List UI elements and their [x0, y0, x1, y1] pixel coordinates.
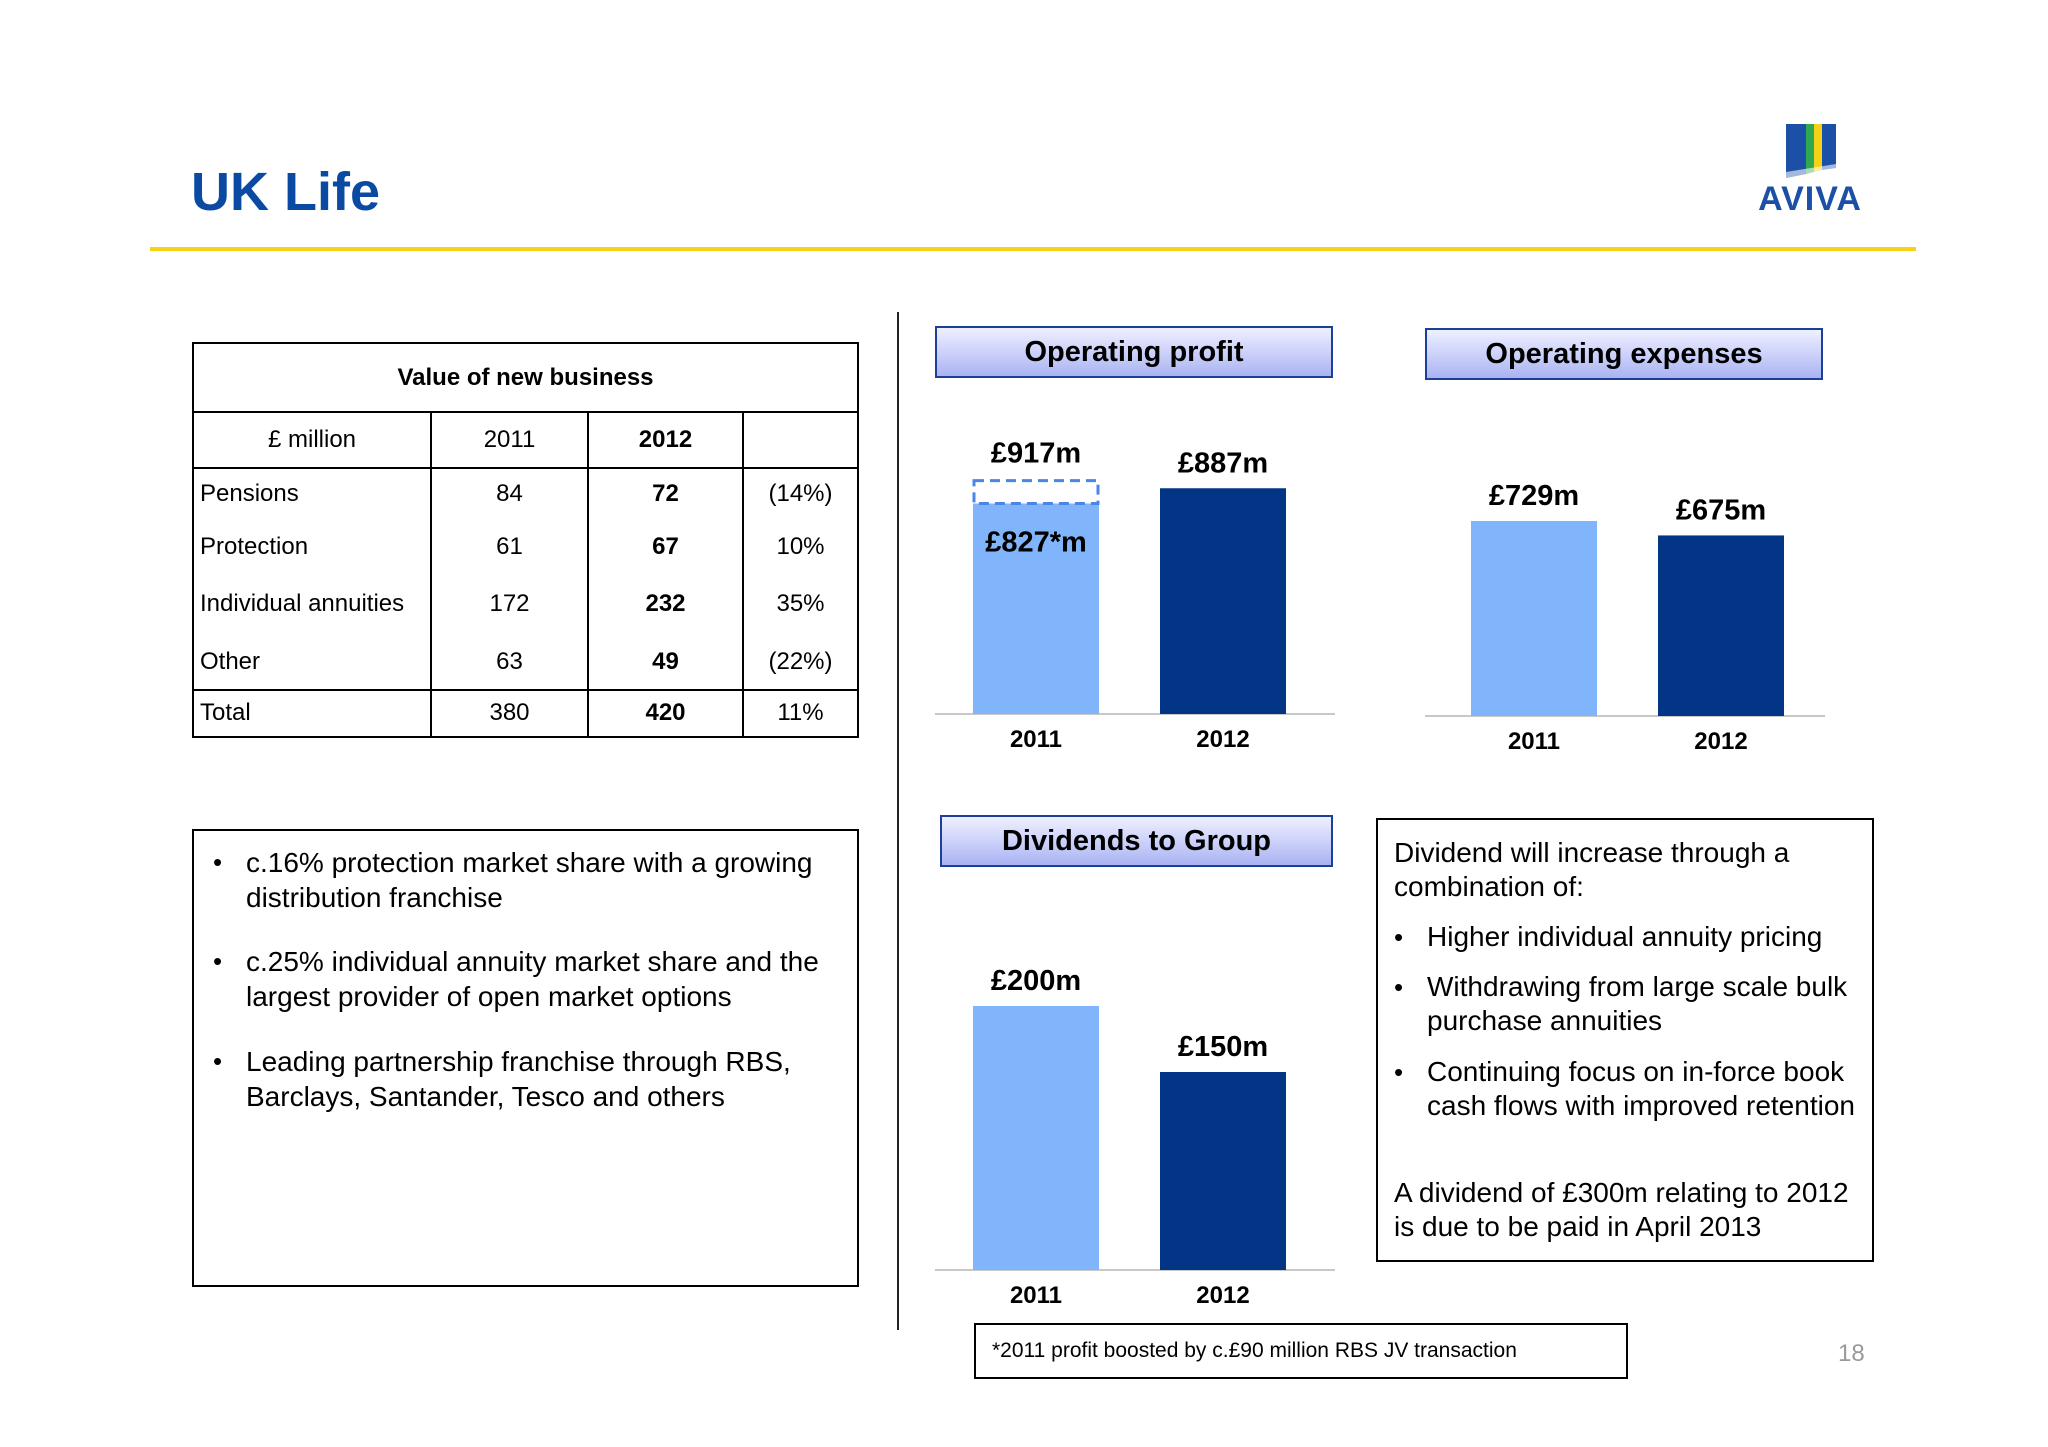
bullet-icon: • [1394, 922, 1404, 952]
dashed-bar-segment [972, 479, 1100, 506]
dividend-closing: A dividend of £300m relating to 2012 is … [1394, 1177, 1849, 1242]
data-label: £675m [1676, 494, 1766, 526]
x-tick-label: 2011 [1508, 728, 1560, 755]
x-tick-label: 2012 [1196, 1282, 1249, 1309]
row-change: (14%) [768, 480, 833, 507]
total-label: Total [200, 699, 251, 726]
highlight-item: • c.16% protection market share with a g… [213, 847, 813, 913]
row-value-2012: 72 [652, 480, 679, 507]
data-label: £917m [991, 438, 1081, 470]
row-value-2012: 232 [645, 590, 686, 617]
operating-profit-chart: £827*m £917m 2011 £887m 2012 [935, 438, 1335, 753]
row-value-2012: 49 [652, 648, 679, 675]
vnb-table: Value of new business £ million 2011 201… [192, 342, 859, 738]
column-header: 2011 [483, 426, 536, 453]
x-tick-label: 2012 [1694, 728, 1747, 755]
bar-2011 [1471, 520, 1597, 716]
bar-2011 [973, 1006, 1099, 1270]
highlights-box: • c.16% protection market share with a g… [192, 829, 859, 1287]
row-label: Other [200, 648, 261, 675]
row-value-2011: 61 [496, 533, 523, 560]
operating-expenses-chart: £729m 2011 £675m 2012 [1425, 480, 1825, 755]
bar-2012 [1658, 535, 1784, 716]
x-tick-label: 2011 [1010, 726, 1062, 753]
total-change: 11% [777, 699, 824, 726]
bullet-icon: • [1394, 972, 1404, 1002]
dividends-chart: £200m 2011 £150m 2012 [935, 965, 1335, 1309]
row-label: Protection [200, 533, 309, 560]
bar-2011 [973, 503, 1099, 714]
footnote: *2011 profit boosted by c.£90 million RB… [974, 1323, 1628, 1379]
bullet-icon: • [213, 946, 223, 976]
total-value-2012: 420 [645, 699, 686, 726]
dividend-bullet: • Withdrawing from large scale bulk purc… [1394, 971, 1848, 1036]
row-label: Individual annuities [200, 590, 405, 617]
dividend-intro: Dividend will increase through a combina… [1394, 837, 1790, 902]
annotation-label: £827*m [985, 527, 1087, 559]
dividend-bullet: • Higher individual annuity pricing [1394, 921, 1823, 952]
vnb-table-title: Value of new business [397, 364, 654, 391]
row-value-2012: 67 [652, 533, 679, 560]
bar-2012 [1160, 488, 1286, 714]
highlight-item: • Leading partnership franchise through … [213, 1046, 791, 1112]
column-header: £ million [267, 426, 357, 453]
dividend-bullet: • Continuing focus on in-force book cash… [1394, 1056, 1855, 1121]
data-label: £200m [991, 965, 1081, 997]
page-title: UK Life [191, 162, 380, 222]
dividend-explanation-box: Dividend will increase through a combina… [1376, 818, 1874, 1262]
row-value-2011: 84 [496, 480, 523, 507]
row-change: (22%) [768, 648, 833, 675]
chart-header-dividends: Dividends to Group [940, 815, 1333, 867]
chart-header-operating-expenses: Operating expenses [1425, 328, 1823, 380]
total-value-2011: 380 [489, 699, 530, 726]
x-tick-label: 2011 [1010, 1282, 1062, 1309]
x-tick-label: 2012 [1196, 726, 1249, 753]
bar-2012 [1160, 1072, 1286, 1270]
bullet-icon: • [1394, 1057, 1404, 1087]
highlight-item: • c.25% individual annuity market share … [213, 946, 819, 1012]
logo-text: AVIVA [1758, 180, 1862, 218]
column-header: 2012 [638, 426, 693, 453]
bullet-icon: • [213, 847, 223, 877]
page-number: 18 [1838, 1340, 1865, 1367]
row-value-2011: 63 [496, 648, 523, 675]
title-rule [150, 247, 1916, 251]
data-label: £729m [1489, 480, 1579, 512]
vertical-divider [897, 312, 899, 1330]
row-change: 10% [776, 533, 825, 560]
chart-header-operating-profit: Operating profit [935, 326, 1333, 378]
data-label: £887m [1178, 447, 1268, 479]
data-label: £150m [1178, 1031, 1268, 1063]
bullet-icon: • [213, 1046, 223, 1076]
row-label: Pensions [200, 480, 299, 507]
row-value-2011: 172 [489, 590, 530, 617]
row-change: 35% [776, 590, 825, 617]
aviva-logo-icon [1786, 124, 1836, 178]
